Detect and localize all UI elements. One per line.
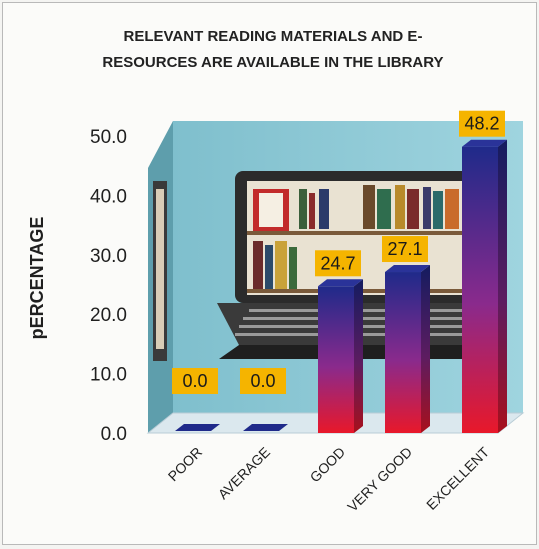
bar-top xyxy=(462,139,507,147)
x-category-label: AVERAGE xyxy=(215,444,273,502)
bar-front xyxy=(385,272,421,433)
bar-front xyxy=(462,146,498,433)
value-label-text: 24.7 xyxy=(320,253,355,273)
value-label-box xyxy=(459,110,505,137)
value-label-text: 0.0 xyxy=(250,371,275,391)
bar-top xyxy=(385,265,430,273)
y-tick-label: 30.0 xyxy=(90,246,127,267)
value-label: 48.2 xyxy=(459,110,505,137)
y-tick-label: 10.0 xyxy=(90,365,127,386)
x-category-label: POOR xyxy=(165,444,205,484)
bar xyxy=(175,424,220,431)
bar-top xyxy=(175,424,220,431)
bar-side xyxy=(421,265,430,433)
bar-top xyxy=(243,424,288,431)
y-tick-label: 20.0 xyxy=(90,305,127,326)
x-category-label: EXCELLENT xyxy=(423,443,492,512)
x-category-label: GOOD xyxy=(307,444,349,486)
y-axis-ticks: 0.0 10.0 20.0 30.0 40.0 50.0 xyxy=(90,127,127,445)
value-label-box xyxy=(240,368,286,394)
value-label-text: 48.2 xyxy=(464,114,499,134)
y-tick-label: 40.0 xyxy=(90,186,127,207)
x-category-label: VERY GOOD xyxy=(344,444,415,515)
value-label-text: 0.0 xyxy=(182,371,207,391)
value-label-text: 27.1 xyxy=(387,239,422,259)
bar-front xyxy=(318,286,354,433)
value-label: 0.0 xyxy=(172,368,218,394)
y-tick-label: 50.0 xyxy=(90,127,127,148)
bar xyxy=(243,424,288,431)
value-label-box xyxy=(382,236,428,263)
value-labels: 0.0 0.0 24.7 27.1 48.2 xyxy=(172,110,505,394)
bar-side xyxy=(354,279,363,433)
y-tick-label: 0.0 xyxy=(101,424,127,445)
value-label-box xyxy=(172,368,218,394)
value-label: 24.7 xyxy=(315,250,361,277)
y-axis-title: pERCENTAGE xyxy=(27,217,47,340)
bar-chart: RELEVANT READING MATERIALS AND E- RESOUR… xyxy=(27,28,525,515)
chart-title-line-2: RESOURCES ARE AVAILABLE IN THE LIBRARY xyxy=(102,54,443,71)
bars xyxy=(175,139,507,433)
value-label: 27.1 xyxy=(382,236,428,263)
bar-side xyxy=(498,139,507,433)
value-label-box xyxy=(315,250,361,277)
value-label: 0.0 xyxy=(240,368,286,394)
bar xyxy=(318,279,363,433)
bar xyxy=(462,139,507,433)
bar xyxy=(385,265,430,433)
bar-top xyxy=(318,279,363,287)
chart-title-line-1: RELEVANT READING MATERIALS AND E- xyxy=(124,28,423,45)
